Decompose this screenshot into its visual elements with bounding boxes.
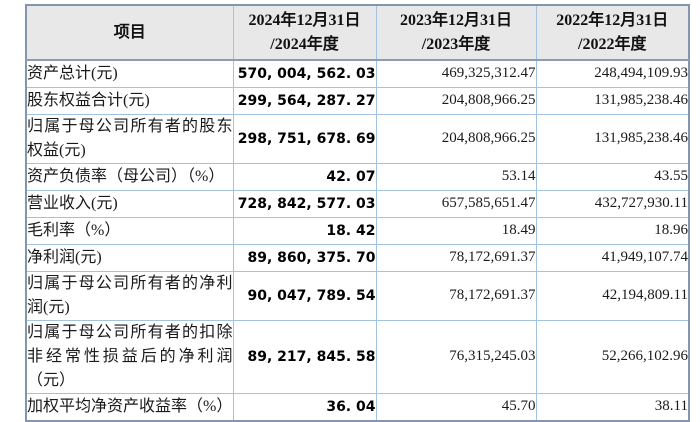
table-row-revenue: 营业收入(元) 728, 842, 577. 03 657,585,651.47…	[25, 189, 690, 218]
financial-table-container: 项目 2024年12月31日 /2024年度 2023年12月31日 /2023…	[25, 4, 690, 422]
value-2024: 89, 860, 375. 70	[232, 243, 377, 272]
value-2024: 299, 564, 287. 27	[232, 86, 377, 115]
row-label: 股东权益合计(元)	[25, 86, 234, 115]
table-header-row: 项目 2024年12月31日 /2024年度 2023年12月31日 /2023…	[25, 4, 690, 61]
row-label: 归属于母公司所有者的股东权益(元)	[25, 113, 234, 164]
header-2023-line1: 2023年12月31日	[399, 11, 512, 29]
value-2023: 45.70	[375, 392, 537, 422]
value-2022: 42,194,809.11	[535, 270, 690, 321]
header-2022-line2: /2022年度	[578, 35, 647, 53]
value-2024: 89, 217, 845. 58	[232, 319, 377, 394]
value-2023: 78,172,691.37	[375, 243, 537, 272]
value-2023: 657,585,651.47	[375, 189, 537, 218]
value-2023: 204,808,966.25	[375, 113, 537, 164]
table-row-parent-equity: 归属于母公司所有者的股东权益(元) 298, 751, 678. 69 204,…	[25, 113, 690, 164]
value-2024: 728, 842, 577. 03	[232, 189, 377, 218]
table-row-debt-ratio: 资产负债率（母公司）（%） 42. 07 53.14 43.55	[25, 162, 690, 191]
header-item-label: 项目	[113, 23, 146, 41]
header-2024-line2: /2024年度	[270, 35, 339, 53]
row-label: 归属于母公司所有者的净利润(元)	[25, 270, 234, 321]
value-2023: 469,325,312.47	[375, 59, 537, 88]
header-period-2023: 2023年12月31日 /2023年度	[375, 4, 537, 61]
value-2024: 570, 004, 562. 03	[232, 59, 377, 88]
value-2022: 52,266,102.96	[535, 319, 690, 394]
table-row-gross-margin: 毛利率（%） 18. 42 18.49 18.96	[25, 216, 690, 245]
row-label: 净利润(元)	[25, 243, 234, 272]
value-2024: 36. 04	[232, 392, 377, 422]
value-2023: 78,172,691.37	[375, 270, 537, 321]
header-item-column: 项目	[25, 4, 234, 61]
value-2023: 18.49	[375, 216, 537, 245]
table-row-parent-net-profit-excl-nonrecurring: 归属于母公司所有者的扣除非经常性损益后的净利润（元） 89, 217, 845.…	[25, 319, 690, 394]
header-period-2024: 2024年12月31日 /2024年度	[232, 4, 377, 61]
value-2022: 43.55	[535, 162, 690, 191]
value-2022: 18.96	[535, 216, 690, 245]
financial-summary-table: 项目 2024年12月31日 /2024年度 2023年12月31日 /2023…	[25, 4, 690, 422]
value-2022: 131,985,238.46	[535, 113, 690, 164]
row-label: 毛利率（%）	[25, 216, 234, 245]
table-row-weighted-avg-roe: 加权平均净资产收益率（%） 36. 04 45.70 38.11	[25, 392, 690, 422]
value-2023: 76,315,245.03	[375, 319, 537, 394]
value-2022: 41,949,107.74	[535, 243, 690, 272]
row-label: 营业收入(元)	[25, 189, 234, 218]
table-row-total-equity: 股东权益合计(元) 299, 564, 287. 27 204,808,966.…	[25, 86, 690, 115]
value-2023: 53.14	[375, 162, 537, 191]
header-period-2022: 2022年12月31日 /2022年度	[535, 4, 690, 61]
table-row-net-profit: 净利润(元) 89, 860, 375. 70 78,172,691.37 41…	[25, 243, 690, 272]
value-2024: 298, 751, 678. 69	[232, 113, 377, 164]
value-2022: 131,985,238.46	[535, 86, 690, 115]
header-2024-line1: 2024年12月31日	[248, 11, 361, 29]
header-2022-line1: 2022年12月31日	[556, 11, 669, 29]
row-label: 归属于母公司所有者的扣除非经常性损益后的净利润（元）	[25, 319, 234, 394]
value-2023: 204,808,966.25	[375, 86, 537, 115]
row-label: 加权平均净资产收益率（%）	[25, 392, 234, 422]
table-row-total-assets: 资产总计(元) 570, 004, 562. 03 469,325,312.47…	[25, 59, 690, 88]
value-2022: 38.11	[535, 392, 690, 422]
value-2024: 18. 42	[232, 216, 377, 245]
value-2024: 42. 07	[232, 162, 377, 191]
value-2024: 90, 047, 789. 54	[232, 270, 377, 321]
value-2022: 248,494,109.93	[535, 59, 690, 88]
table-row-parent-net-profit: 归属于母公司所有者的净利润(元) 90, 047, 789. 54 78,172…	[25, 270, 690, 321]
row-label: 资产负债率（母公司）（%）	[25, 162, 234, 191]
value-2022: 432,727,930.11	[535, 189, 690, 218]
header-2023-line2: /2023年度	[421, 35, 491, 53]
row-label: 资产总计(元)	[25, 59, 234, 88]
